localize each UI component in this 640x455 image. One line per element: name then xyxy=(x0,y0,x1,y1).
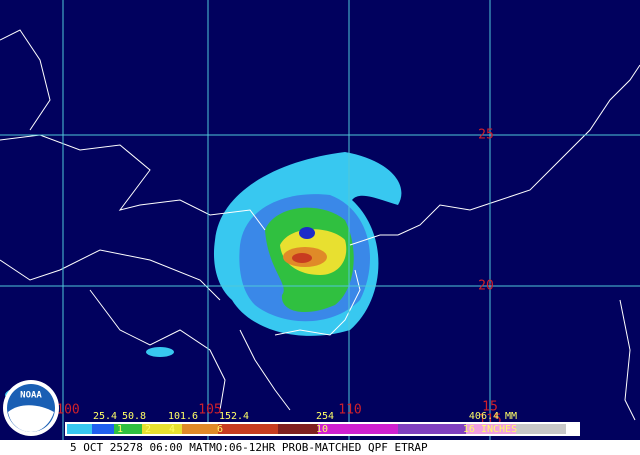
legend-inch-label: 2 xyxy=(145,424,151,435)
legend-mm-label: 254 xyxy=(316,411,334,422)
footer-text: 5 OCT 25278 06:00 MATMO:06-12HR PROB-MAT… xyxy=(70,441,428,454)
legend-mm-label: 25.4 xyxy=(93,411,117,422)
lon-label: 110 xyxy=(338,403,361,418)
lon-label: 100 xyxy=(56,403,79,418)
noaa-logo: NOAA xyxy=(3,380,59,436)
graticule xyxy=(0,0,640,440)
legend-mm-label: 50.8 xyxy=(122,411,146,422)
lat-label: 25 xyxy=(478,128,494,143)
legend-inch-label: 6 xyxy=(217,424,223,435)
lat-label: 20 xyxy=(478,279,494,294)
legend-inch-label: 16 INCHES xyxy=(463,424,517,435)
colorbar xyxy=(65,422,580,436)
legend-mm-label: 152.4 xyxy=(219,411,249,422)
legend-mm-label: 406.4 MM xyxy=(469,411,517,422)
lon-label: 105 xyxy=(198,403,221,418)
coastlines xyxy=(0,29,640,421)
footer-bar xyxy=(0,440,640,455)
lat-label: 15 xyxy=(482,400,498,415)
legend-mm-label: 101.6 xyxy=(168,411,198,422)
precip-field xyxy=(5,152,402,403)
legend-inch-label: 1 xyxy=(117,424,123,435)
logo-text: NOAA xyxy=(20,391,42,401)
legend-inch-label: 10 xyxy=(316,424,328,435)
legend-inch-label: 4 xyxy=(169,424,175,435)
